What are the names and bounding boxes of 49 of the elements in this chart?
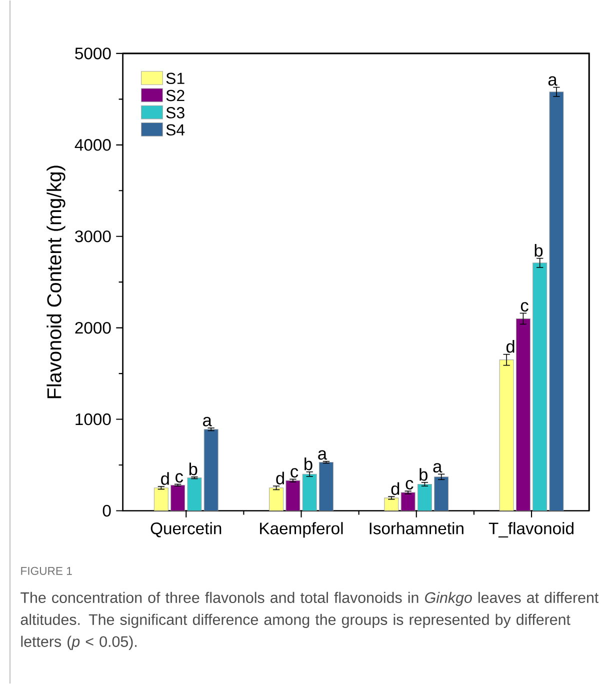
data-label: d	[276, 472, 284, 484]
data-label: a	[318, 450, 328, 460]
y-tick-label: 0	[102, 504, 111, 517]
bar	[154, 488, 168, 511]
y-tick-label: 3000	[75, 230, 111, 242]
bar	[499, 360, 514, 511]
bar	[302, 474, 317, 511]
x-tick-label: T_flavonoid	[488, 522, 574, 538]
bar	[549, 92, 564, 511]
bar	[434, 476, 449, 511]
bar	[318, 462, 334, 511]
data-label: d	[161, 472, 169, 485]
y-tick-label: 1000	[76, 413, 111, 426]
bar	[417, 484, 432, 511]
y-tick-label: 5000	[75, 48, 111, 60]
caption: FIGURE 1	[21, 566, 72, 575]
data-label: a	[203, 416, 212, 426]
bar	[269, 488, 284, 511]
y-axis-title: Flavonoid Content (mg/kg)	[46, 166, 66, 398]
data-label: c	[406, 480, 414, 490]
data-label: a	[548, 76, 558, 86]
data-label: c	[520, 302, 528, 312]
data-label: b	[189, 462, 198, 476]
bar	[400, 492, 416, 511]
bar	[204, 429, 218, 511]
bar	[384, 498, 399, 511]
data-label: c	[290, 468, 298, 478]
legend-label: S1	[166, 72, 184, 84]
x-tick-label: Quercetin	[150, 522, 222, 538]
bar	[516, 318, 530, 511]
data-label: c	[176, 473, 184, 483]
y-tick-label: 2000	[75, 322, 111, 334]
data-label: b	[304, 458, 312, 470]
bar	[286, 480, 300, 511]
bar	[532, 262, 548, 511]
bar	[170, 484, 186, 511]
data-label: d	[506, 340, 514, 353]
y-tick-label: 4000	[74, 139, 111, 151]
legend-label: S4	[166, 124, 185, 136]
data-label: b	[420, 468, 428, 481]
legend-label: S3	[166, 107, 184, 118]
bar	[187, 478, 202, 511]
x-tick-label: Kaempferol	[260, 522, 343, 538]
data-label: d	[391, 482, 400, 495]
legend-label: S2	[166, 90, 184, 102]
x-tick-label: Isorhamnetin	[370, 522, 464, 534]
data-label: b	[534, 244, 543, 257]
text: The concentration of three flavonols and total flavonoids in Ginkgo leaves at different altitudes. The significant difference among the groups is represented by different letters (p < 0.05).	[20, 592, 599, 650]
data-label: a	[433, 463, 442, 473]
